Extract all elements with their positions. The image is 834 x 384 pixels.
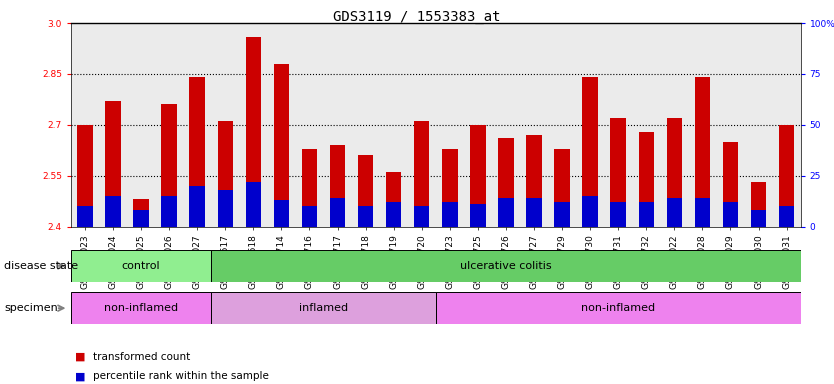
Bar — [610, 202, 626, 227]
Bar — [302, 149, 317, 227]
Bar — [723, 142, 738, 227]
Bar — [211, 292, 435, 324]
Bar — [470, 125, 485, 227]
Text: ■: ■ — [75, 352, 86, 362]
Bar — [189, 186, 205, 227]
Bar — [78, 125, 93, 227]
Bar — [666, 198, 682, 227]
Text: percentile rank within the sample: percentile rank within the sample — [93, 371, 269, 381]
Bar — [779, 125, 794, 227]
Bar — [639, 202, 654, 227]
Bar — [526, 135, 542, 227]
Text: transformed count: transformed count — [93, 352, 191, 362]
Bar — [78, 206, 93, 227]
Bar — [274, 64, 289, 227]
Bar — [723, 202, 738, 227]
Bar — [71, 250, 211, 282]
Bar — [442, 149, 458, 227]
Bar — [386, 202, 401, 227]
Bar — [218, 190, 233, 227]
Text: GDS3119 / 1553383_at: GDS3119 / 1553383_at — [334, 10, 500, 23]
Bar — [555, 202, 570, 227]
Bar — [162, 104, 177, 227]
Bar — [245, 36, 261, 227]
Bar — [218, 121, 233, 227]
Bar — [189, 77, 205, 227]
Text: disease state: disease state — [4, 261, 78, 271]
Bar — [435, 292, 801, 324]
Bar — [610, 118, 626, 227]
Bar — [162, 196, 177, 227]
Bar — [358, 206, 374, 227]
Bar — [526, 198, 542, 227]
Bar — [639, 132, 654, 227]
Bar — [71, 292, 211, 324]
Bar — [302, 206, 317, 227]
Bar — [133, 199, 148, 227]
Text: ulcerative colitis: ulcerative colitis — [460, 261, 552, 271]
Bar — [329, 198, 345, 227]
Bar — [274, 200, 289, 227]
Text: inflamed: inflamed — [299, 303, 348, 313]
Bar — [386, 172, 401, 227]
Bar — [695, 198, 710, 227]
Text: non-inflamed: non-inflamed — [104, 303, 178, 313]
Bar — [414, 121, 430, 227]
Bar — [414, 206, 430, 227]
Bar — [470, 204, 485, 227]
Bar — [105, 196, 121, 227]
Bar — [555, 149, 570, 227]
Text: control: control — [122, 261, 160, 271]
Text: specimen: specimen — [4, 303, 58, 313]
Bar — [105, 101, 121, 227]
Bar — [245, 182, 261, 227]
Bar — [358, 156, 374, 227]
Bar — [751, 182, 766, 227]
Bar — [442, 202, 458, 227]
Bar — [779, 206, 794, 227]
Bar — [695, 77, 710, 227]
Bar — [751, 210, 766, 227]
Bar — [211, 250, 801, 282]
Bar — [666, 118, 682, 227]
Bar — [582, 196, 598, 227]
Text: ■: ■ — [75, 371, 86, 381]
Bar — [329, 145, 345, 227]
Bar — [498, 138, 514, 227]
Bar — [498, 198, 514, 227]
Bar — [133, 210, 148, 227]
Text: non-inflamed: non-inflamed — [581, 303, 656, 313]
Bar — [582, 77, 598, 227]
